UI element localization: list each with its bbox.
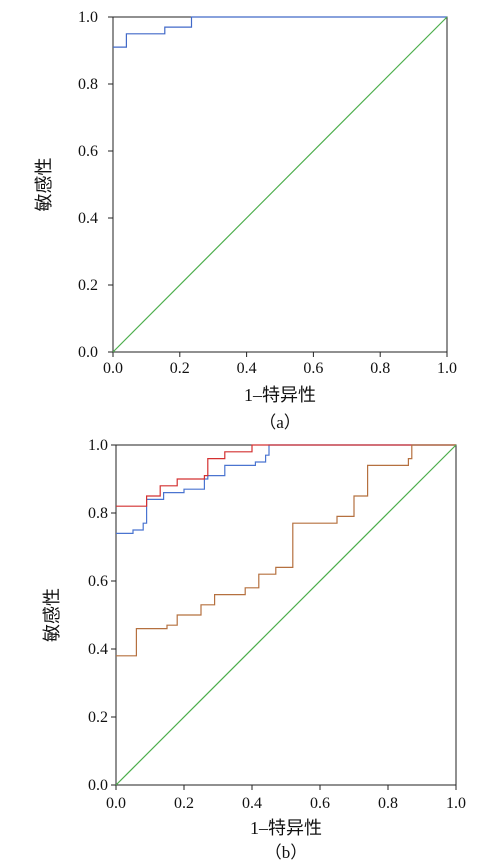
roc-curve-2 — [116, 444, 456, 507]
roc-curve-1 — [116, 444, 456, 534]
reference-diagonal-line — [112, 16, 448, 353]
y-tick-label: 0.2 — [78, 277, 98, 294]
chart-panel-b: 0.0 0.2 0.4 0.6 0.8 1.0 0.0 0.2 0.4 0.6 0.8 1.0 1–特异… — [42, 437, 466, 862]
x-axis-title: 1–特异性 — [250, 818, 322, 838]
x-tick-label: 0.0 — [106, 795, 126, 812]
chart-panel-a: 0.0 0.2 0.4 0.6 0.8 1.0 0.0 0.2 0.4 0.6 0.8 1.0 1–特异… — [34, 9, 457, 432]
roc-curve-1 — [113, 16, 447, 48]
y-axis-title: 敏感性 — [42, 588, 62, 642]
y-tick-label: 0.6 — [78, 143, 98, 160]
y-tick-label: 1.0 — [88, 437, 108, 454]
x-tick-label: 0.2 — [174, 795, 194, 812]
y-tick-label: 0.0 — [88, 777, 108, 794]
x-tick-label: 0.6 — [303, 360, 323, 377]
x-tick-label: 1.0 — [437, 360, 457, 377]
x-tick-label: 0.4 — [237, 360, 257, 377]
y-tick-label: 0.4 — [78, 210, 98, 227]
y-tick-label: 0.6 — [88, 573, 108, 590]
y-tick-label: 0.4 — [88, 641, 108, 658]
x-tick-label: 0.4 — [242, 795, 262, 812]
panel-caption: （a） — [259, 413, 301, 432]
roc-curve-3 — [116, 444, 456, 657]
reference-diagonal-line — [115, 444, 457, 786]
y-tick-label: 1.0 — [78, 9, 98, 26]
y-tick-label: 0.2 — [88, 709, 108, 726]
x-tick-label: 0.0 — [103, 360, 123, 377]
x-axis-title: 1–特异性 — [244, 385, 316, 405]
panel-caption: （b） — [265, 843, 308, 862]
x-tick-label: 0.2 — [170, 360, 190, 377]
x-tick-label: 1.0 — [446, 795, 466, 812]
y-tick-label: 0.8 — [78, 76, 98, 93]
x-tick-label: 0.6 — [310, 795, 330, 812]
y-tick-label: 0.8 — [88, 505, 108, 522]
x-tick-label: 0.8 — [370, 360, 390, 377]
y-axis-title: 敏感性 — [34, 158, 54, 212]
x-tick-label: 0.8 — [378, 795, 398, 812]
y-tick-label: 0.0 — [78, 344, 98, 361]
